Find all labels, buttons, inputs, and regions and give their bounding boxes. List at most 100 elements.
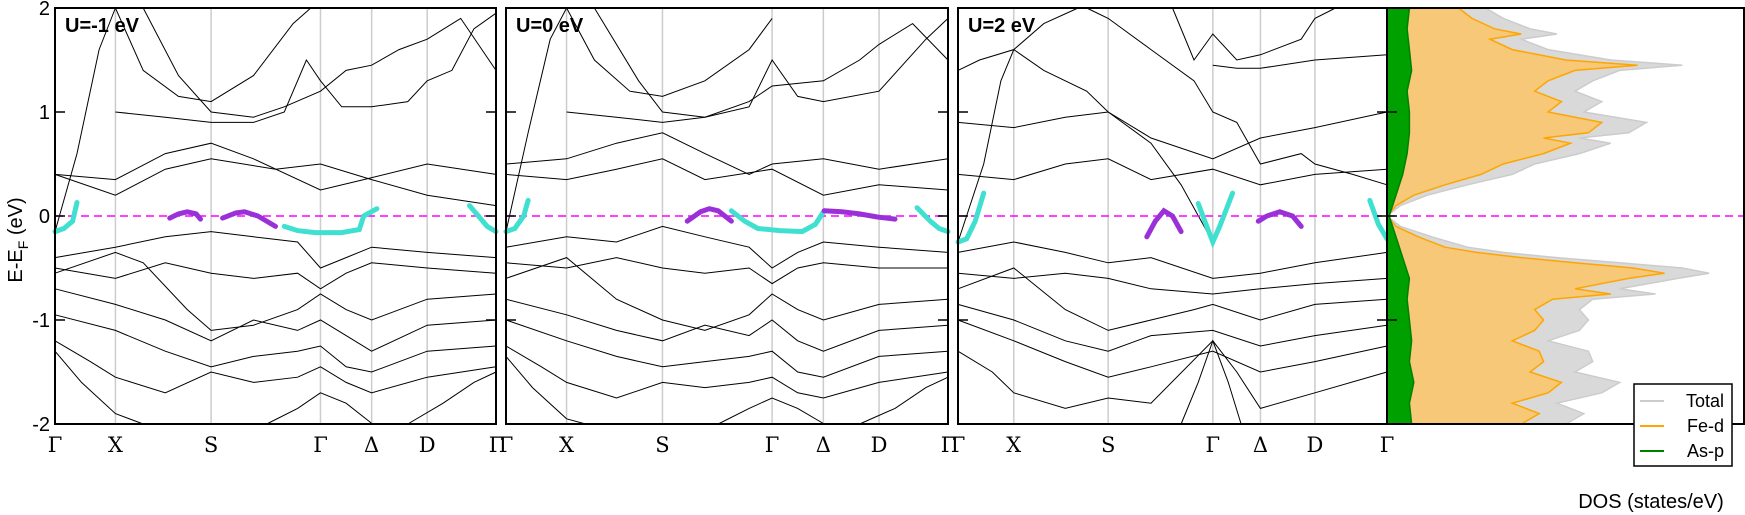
band-line: [505, 257, 948, 285]
kpoint-label: Γ: [313, 433, 328, 457]
band-line: [505, 257, 949, 331]
kpoint-label: Γ: [765, 433, 780, 457]
kpoint-label: Γ: [499, 433, 514, 457]
band-line: [859, 376, 949, 425]
band-line: [505, 158, 949, 196]
cyan-band-highlight: [52, 200, 80, 235]
purple-band-highlight: [1255, 209, 1304, 229]
band-line: [54, 158, 497, 207]
kpoint-label: Γ: [489, 433, 504, 457]
band-line: [54, 251, 497, 331]
kpoint-label: S: [655, 433, 669, 457]
band-line: [505, 356, 586, 425]
band-line: [505, 132, 949, 175]
band-line: [717, 397, 825, 425]
kpoint-label: X: [559, 433, 574, 457]
band-line: [54, 314, 497, 373]
cyan-band-highlight: [914, 205, 951, 235]
band-line: [54, 288, 497, 352]
cyan-band-highlight: [1367, 197, 1390, 242]
band-line: [957, 111, 1388, 160]
panel-title: U=-1 eV: [65, 15, 140, 37]
cyan-band-highlight: [1195, 190, 1236, 249]
band-line: [505, 298, 949, 352]
band-line: [54, 142, 497, 191]
band-line: [54, 262, 497, 290]
panel-title: U=0 eV: [516, 15, 584, 37]
band-line: [957, 241, 1388, 279]
legend-label-as-p: As-p: [1687, 441, 1724, 461]
band-line: [957, 158, 1388, 186]
band-line: [114, 7, 312, 103]
band-line: [957, 272, 1388, 295]
y-tick-label: -2: [32, 414, 50, 436]
band-line: [566, 18, 949, 123]
panel-title: U=2 eV: [968, 15, 1036, 37]
kpoint-label: Δ: [1253, 433, 1268, 457]
band-line: [505, 225, 949, 269]
purple-band-highlight: [821, 208, 898, 222]
band-panel-u-0: U=0 eV Γ X S Γ Δ D Γ: [499, 7, 956, 457]
band-line: [407, 371, 497, 425]
kpoint-label: D: [419, 433, 436, 457]
y-axis-label: E-EF (eV): [5, 197, 31, 282]
y-axis-label-main: E-E: [5, 249, 27, 282]
cyan-band-highlight: [728, 208, 827, 235]
legend: Total Fe-d As-p: [1633, 383, 1733, 467]
purple-band-highlight: [167, 209, 203, 222]
y-axis-label-unit: (eV): [5, 197, 27, 240]
purple-band-highlight: [220, 209, 278, 229]
band-line: [957, 49, 1015, 243]
y-tick-label: 2: [39, 0, 50, 20]
kpoint-label: Γ: [951, 433, 966, 457]
dos-panel: [1385, 7, 1745, 425]
band-line: [957, 340, 1388, 409]
cyan-band-highlight: [467, 203, 499, 235]
kpoint-label: Γ: [941, 433, 956, 457]
kpoint-label: Γ: [1380, 433, 1395, 457]
dos-curve-total: [1385, 7, 1710, 425]
band-line: [505, 319, 949, 378]
y-tick-label: -1: [32, 310, 50, 332]
band-line: [1180, 339, 1242, 425]
band-line: [957, 49, 1214, 243]
purple-band-highlight: [1144, 207, 1184, 240]
band-line: [957, 267, 1388, 331]
band-line: [54, 350, 144, 425]
band-line: [54, 231, 497, 269]
band-line: [115, 12, 497, 123]
cyan-band-highlight: [281, 206, 380, 236]
y-tick-label: 0: [39, 206, 50, 228]
band-line: [54, 7, 116, 232]
band-line: [142, 7, 497, 118]
kpoint-label: S: [204, 433, 218, 457]
band-panel-u-2: U=2 eV Γ X S Γ Δ D Γ: [951, 7, 1395, 457]
kpoint-label: D: [871, 433, 888, 457]
cyan-band-highlight: [955, 190, 987, 245]
kpoint-label: D: [1307, 433, 1324, 457]
kpoint-label: Δ: [364, 433, 379, 457]
y-tick-label: 1: [39, 102, 50, 124]
band-line: [957, 319, 1388, 378]
band-line: [1172, 7, 1336, 62]
dos-x-axis-label: DOS (states/eV): [1578, 491, 1724, 513]
band-line: [266, 392, 373, 425]
legend-label-total: Total: [1686, 391, 1724, 411]
band-line: [505, 7, 568, 232]
legend-label-fe-d: Fe-d: [1687, 416, 1724, 436]
band-line: [1086, 7, 1388, 186]
band-line: [54, 340, 497, 394]
y-axis-label-sub: F: [15, 241, 31, 250]
kpoint-label: X: [108, 433, 123, 457]
kpoint-label: Γ: [1206, 433, 1221, 457]
band-line: [505, 345, 949, 399]
band-line: [1212, 54, 1388, 69]
band-line: [957, 303, 1388, 352]
band-line: [566, 7, 773, 97]
kpoint-label: S: [1101, 433, 1115, 457]
purple-band-highlight: [684, 206, 734, 224]
band-line: [593, 7, 949, 118]
dos-area-fe-d: [1387, 8, 1665, 424]
